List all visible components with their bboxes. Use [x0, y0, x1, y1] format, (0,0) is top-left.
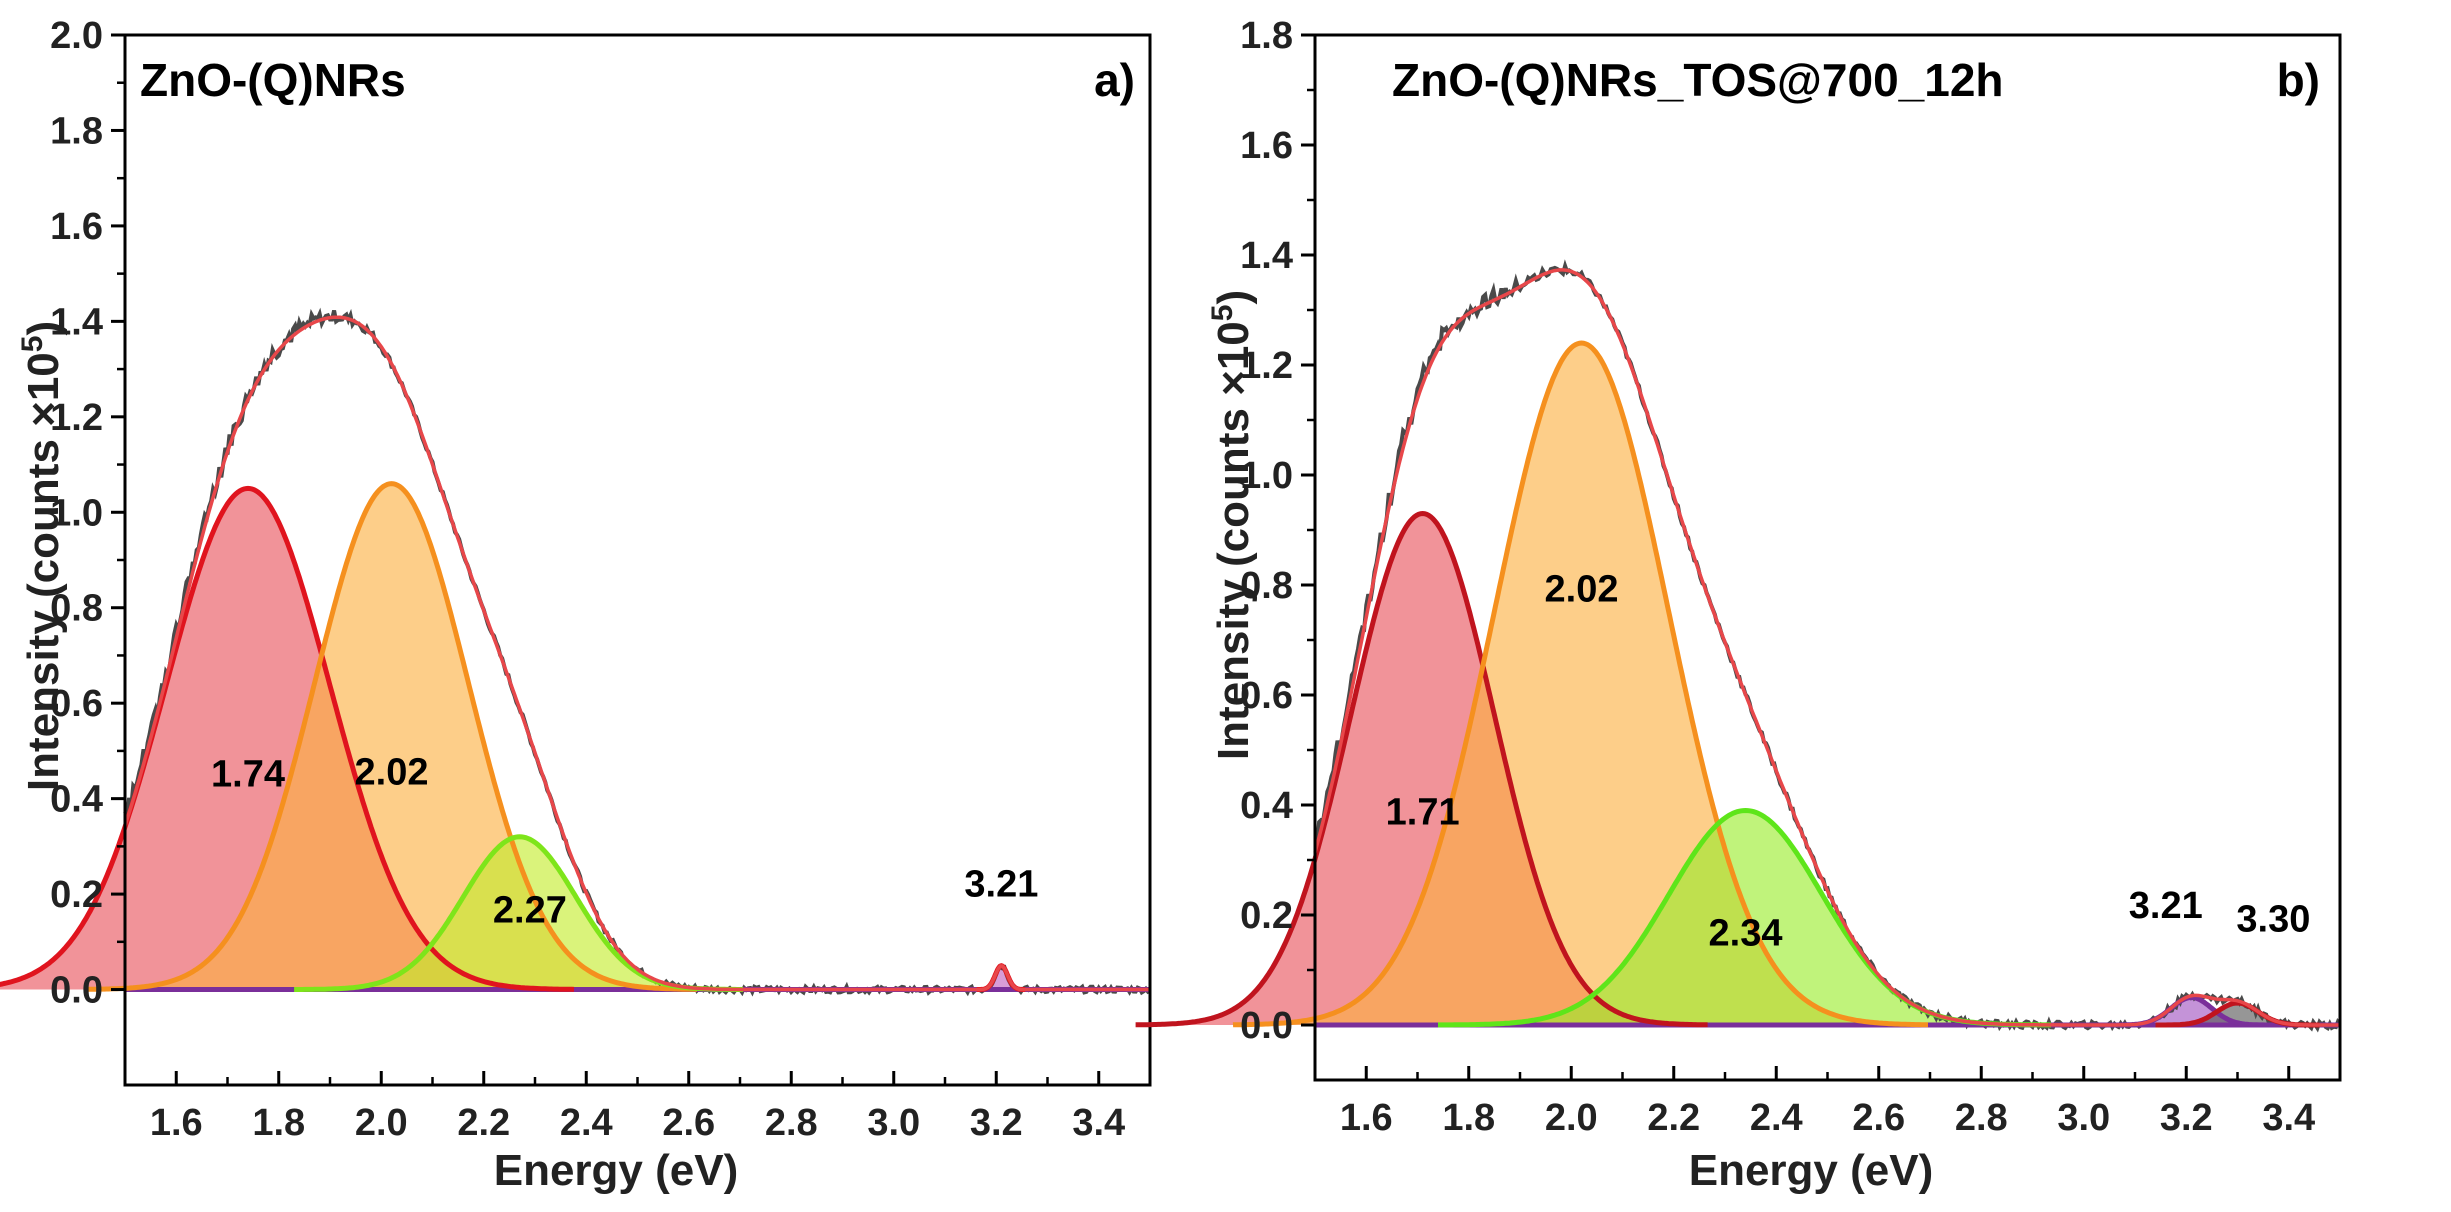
x-tick-label: 2.4	[560, 1102, 613, 1144]
peak-label-2.02: 2.02	[1545, 569, 1619, 611]
peak-line-1.74	[0, 485, 575, 992]
y-tick-label: 1.8	[50, 110, 103, 152]
y-tick-label: 0.6	[1240, 675, 1293, 717]
x-tick-label: 2.4	[1750, 1097, 1803, 1139]
x-tick-label: 1.6	[150, 1102, 203, 1144]
cumulative-fit-line	[1313, 268, 2340, 1027]
peak-label-3.21: 3.21	[2129, 885, 2203, 927]
peak-fill-2.02	[1233, 343, 1930, 1025]
x-tick-label: 2.8	[1955, 1097, 2008, 1139]
peak-fill-1.71	[1135, 513, 1710, 1025]
peak-label-3.21: 3.21	[964, 863, 1038, 905]
y-tick-label: 0.4	[50, 779, 103, 821]
peak-label-2.02: 2.02	[355, 751, 429, 793]
x-tick-label: 3.0	[867, 1102, 920, 1144]
panel-b-letter: b)	[2277, 54, 2320, 106]
y-tick-label: 1.4	[1240, 235, 1293, 277]
y-tick-label: 1.2	[50, 397, 103, 439]
peak-fill-1.74	[0, 488, 576, 990]
y-tick-label: 1.2	[1240, 345, 1293, 387]
peak-label-2.27: 2.27	[493, 890, 567, 932]
x-tick-label: 3.4	[2262, 1097, 2315, 1139]
y-tick-label: 0.8	[1240, 565, 1293, 607]
peak-line-1.71	[1135, 510, 1708, 1028]
peak-fill-3.30	[2155, 1003, 2320, 1025]
panel-a-y-axis-title-end: )	[19, 321, 68, 336]
x-tick-label: 3.2	[970, 1102, 1023, 1144]
peak-fill-2.34	[1438, 810, 2053, 1025]
y-tick-label: 1.0	[1240, 455, 1293, 497]
panel-a-x-axis-title: Energy (eV)	[494, 1146, 739, 1195]
y-tick-label: 1.6	[50, 206, 103, 248]
y-tick-label: 0.6	[50, 683, 103, 725]
peak-fill-2.02	[84, 483, 699, 990]
peak-line-2.02	[1232, 340, 1928, 1028]
peak-label-1.74: 1.74	[211, 754, 285, 796]
x-tick-label: 3.4	[1072, 1102, 1125, 1144]
y-tick-label: 1.6	[1240, 125, 1293, 167]
x-tick-label: 2.2	[1647, 1097, 1700, 1139]
y-tick-label: 1.0	[50, 492, 103, 534]
panel-b-y-axis-title-end: )	[1209, 290, 1258, 305]
x-tick-label: 2.6	[662, 1102, 715, 1144]
y-tick-label: 1.4	[50, 301, 103, 343]
panel-a-y-axis-title: Intensity (counts ×105)	[16, 321, 68, 791]
x-tick-label: 3.2	[2160, 1097, 2213, 1139]
x-tick-label: 2.0	[1545, 1097, 1598, 1139]
cumulative-fit-line	[123, 315, 1150, 992]
panel-a-letter: a)	[1094, 54, 1135, 106]
chart-panel-b: Energy (eV) Intensity (counts ×105) ZnO-…	[1135, 15, 2342, 1195]
peak-label-3.30: 3.30	[2236, 899, 2310, 941]
y-tick-label: 0.2	[50, 874, 103, 916]
panel-b-y-axis-title-exponent: 5	[1206, 305, 1239, 322]
peak-line-2.02	[84, 481, 698, 992]
y-tick-label: 0.0	[50, 970, 103, 1012]
peak-fill-2.27	[294, 836, 746, 990]
panel-a-y-axis-title-exponent: 5	[16, 336, 49, 353]
x-tick-label: 1.8	[1442, 1097, 1495, 1139]
y-tick-label: 1.8	[1240, 15, 1293, 57]
chart-panel-a: Energy (eV) Intensity (counts ×105) ZnO-…	[0, 15, 1152, 1195]
x-tick-label: 1.8	[252, 1102, 305, 1144]
plot-area-0	[0, 307, 1151, 997]
y-tick-label: 0.2	[1240, 895, 1293, 937]
peak-label-1.71: 1.71	[1386, 791, 1460, 833]
x-tick-label: 3.0	[2057, 1097, 2110, 1139]
y-tick-label: 2.0	[50, 15, 103, 57]
y-tick-label: 0.4	[1240, 785, 1293, 827]
y-tick-label: 0.8	[50, 588, 103, 630]
x-tick-label: 2.0	[355, 1102, 408, 1144]
panel-b-y-axis-title-main: Intensity (counts ×10	[1209, 321, 1258, 760]
plot-area-1	[1135, 259, 2342, 1033]
panel-b-y-axis-title: Intensity (counts ×105)	[1206, 290, 1258, 760]
panel-b-x-axis-title: Energy (eV)	[1689, 1146, 1934, 1195]
x-tick-label: 2.8	[765, 1102, 818, 1144]
y-tick-label: 0.0	[1240, 1005, 1293, 1047]
panel-a-y-axis-title-main: Intensity (counts ×10	[19, 352, 68, 791]
x-tick-label: 1.6	[1340, 1097, 1393, 1139]
x-tick-label: 2.2	[457, 1102, 510, 1144]
peak-fill-3.21	[2109, 997, 2274, 1025]
peak-fill-3.21	[976, 965, 1026, 990]
peak-label-2.34: 2.34	[1709, 912, 1783, 954]
panel-a-title: ZnO-(Q)NRs	[140, 54, 406, 106]
x-tick-label: 2.6	[1852, 1097, 1905, 1139]
panel-b-title: ZnO-(Q)NRs_TOS@700_12h	[1392, 54, 2004, 106]
